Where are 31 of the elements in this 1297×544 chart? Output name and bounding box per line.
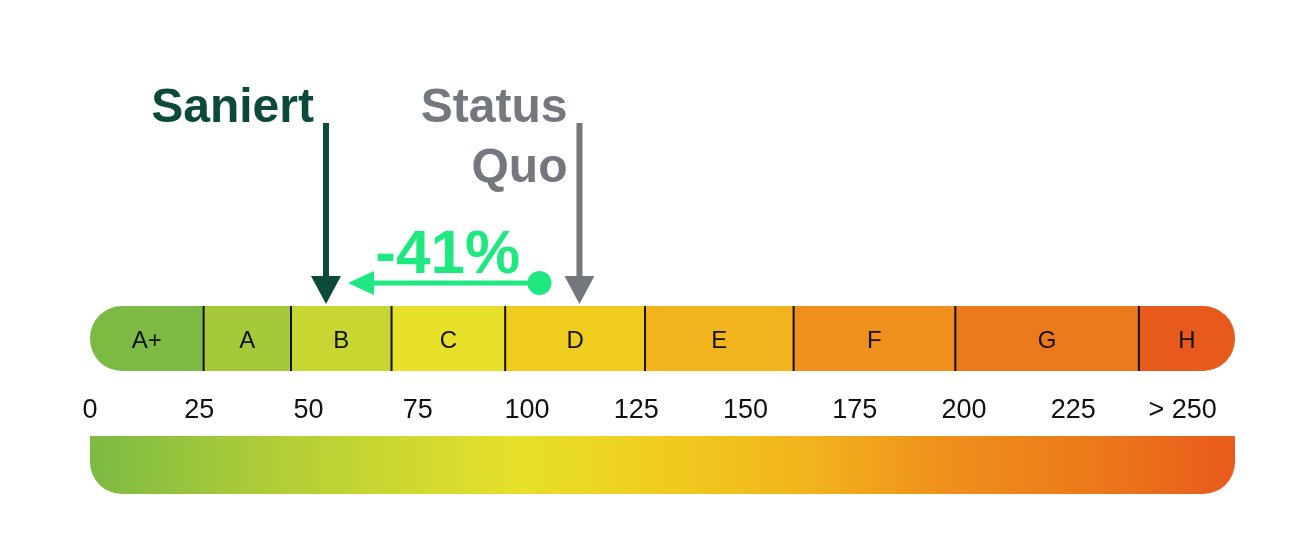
series-label: A+ bbox=[131, 325, 162, 353]
x-tick-label: 125 bbox=[613, 394, 659, 425]
ref-line-label: Status Quo bbox=[420, 79, 568, 192]
series-label: C bbox=[439, 325, 458, 353]
series-label: F bbox=[867, 325, 882, 353]
x-tick-label: 25 bbox=[184, 394, 215, 425]
bar bbox=[505, 306, 646, 371]
series-label: D bbox=[566, 325, 584, 353]
x-tick-label: 100 bbox=[504, 394, 550, 425]
bar bbox=[391, 306, 506, 371]
bar bbox=[90, 306, 204, 371]
ref-line-label: Saniert bbox=[151, 79, 314, 132]
x-tick-label: 200 bbox=[941, 394, 987, 425]
bar bbox=[955, 306, 1139, 371]
x-tick-label: > 250 bbox=[1148, 394, 1217, 425]
bar bbox=[203, 306, 292, 371]
text: -41% bbox=[375, 217, 521, 286]
bar bbox=[793, 306, 956, 371]
series-label: H bbox=[1178, 325, 1196, 353]
bar bbox=[291, 306, 392, 371]
series-label: G bbox=[1037, 325, 1057, 353]
bar bbox=[645, 306, 794, 371]
x-tick-label: 175 bbox=[832, 394, 878, 425]
x-tick-label: 0 bbox=[82, 394, 98, 425]
series-label: B bbox=[333, 325, 350, 353]
x-tick-label: 50 bbox=[293, 394, 324, 425]
x-tick-label: 150 bbox=[723, 394, 769, 425]
x-tick-label: 225 bbox=[1050, 394, 1096, 425]
x-tick-label: 75 bbox=[402, 394, 433, 425]
series-label: E bbox=[711, 325, 728, 353]
series-label: A bbox=[239, 325, 256, 353]
